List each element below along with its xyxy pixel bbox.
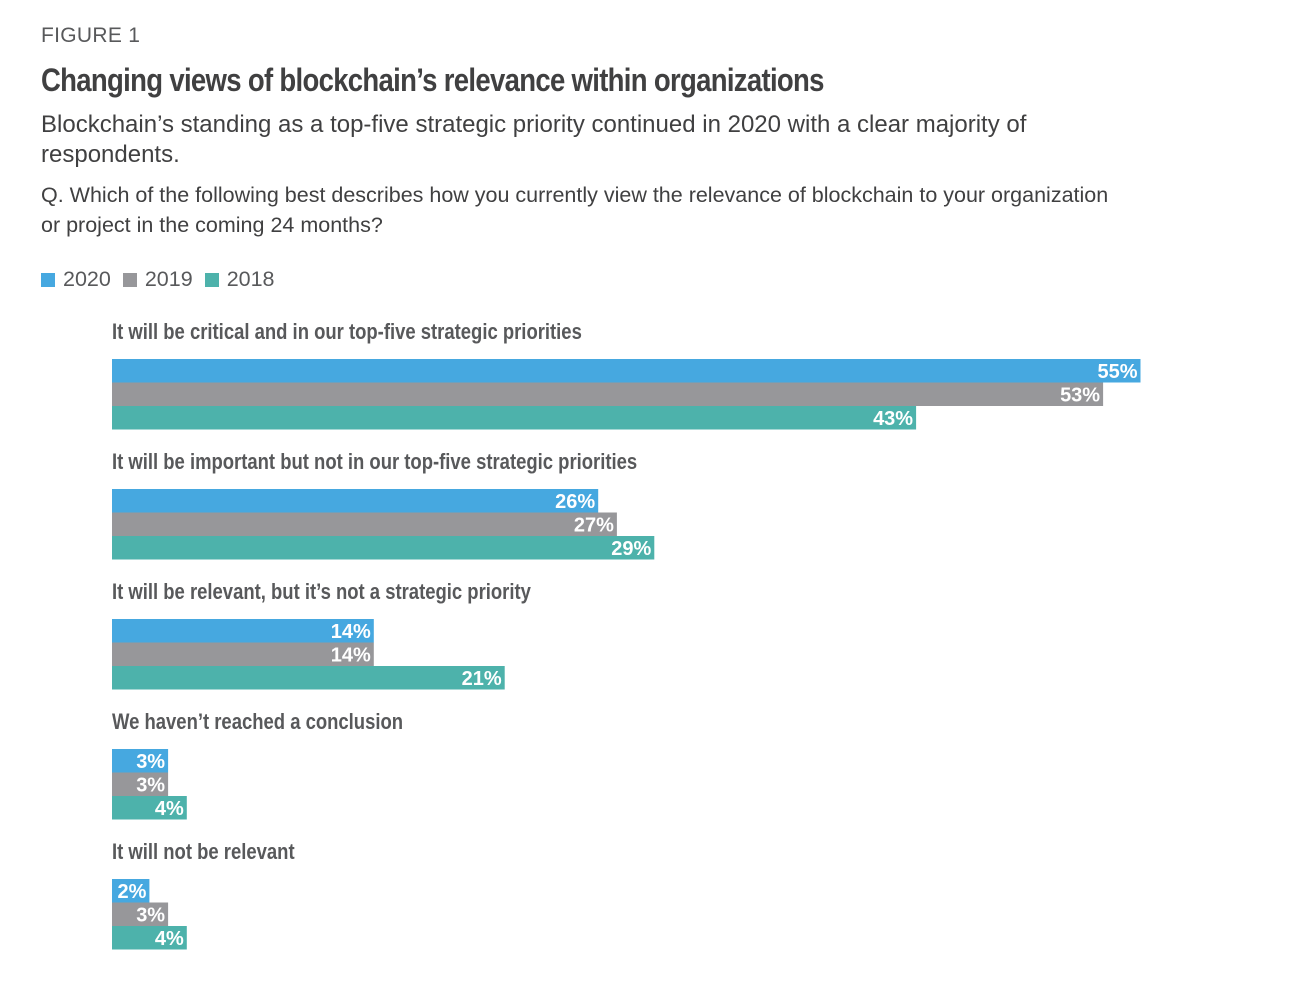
bar-2019 [112,642,374,666]
value-label-2020: 2% [117,881,146,903]
value-label-2020: 14% [331,621,371,643]
value-label-2019: 27% [574,514,614,536]
bar-2019 [112,772,169,796]
bar-2020 [112,749,169,773]
bar-2020 [112,489,599,513]
value-label-2020: 3% [136,751,165,773]
value-label-2019: 53% [1060,384,1100,406]
legend-item-2020: 2020 [41,267,111,292]
value-label-2018: 4% [155,928,184,950]
value-label-2018: 29% [611,538,651,560]
value-label-2019: 14% [331,644,371,666]
value-label-2019: 3% [136,774,165,796]
value-label-2019: 3% [136,904,165,926]
bar-2020 [112,359,1141,383]
legend-swatch-2020 [41,272,55,287]
category-label: We haven’t reached a conclusion [112,711,403,735]
legend-label-2019: 2019 [144,267,193,291]
bar-2018 [112,536,655,560]
bar-2018 [112,796,187,820]
category-label: It will be relevant, but it’s not a stra… [112,581,532,605]
legend-label-2018: 2018 [226,267,275,291]
bar-2020 [112,619,374,643]
survey-question: Q. Which of the following best describes… [41,183,1109,237]
figure-label: FIGURE 1 [41,24,141,47]
bar-2019 [112,512,617,536]
legend-swatch-2018 [204,272,219,287]
bar-2018 [112,666,505,690]
legend-label-2020: 2020 [63,267,111,291]
value-label-2020: 55% [1097,361,1137,383]
chart-title: Changing views of blockchain’s relevance… [41,62,824,98]
bar-2018 [112,406,917,430]
legend: 2020 2019 2018 [41,267,287,292]
value-label-2018: 21% [462,668,502,690]
chart-subtitle: Blockchain’s standing as a top-five stra… [41,111,1027,168]
value-label-2020: 26% [555,491,595,513]
bar-2018 [112,926,187,950]
bar-2019 [112,382,1104,406]
value-label-2018: 4% [155,798,184,820]
legend-swatch-2019 [122,272,137,287]
category-label: It will not be relevant [112,841,295,865]
legend-item-2018: 2018 [204,267,275,292]
bar-2019 [112,902,169,926]
bar-2020 [112,879,150,903]
category-label: It will be important but not in our top-… [112,451,637,475]
category-label: It will be critical and in our top-five … [112,321,582,345]
legend-item-2019: 2019 [122,267,193,292]
value-label-2018: 43% [873,408,913,430]
